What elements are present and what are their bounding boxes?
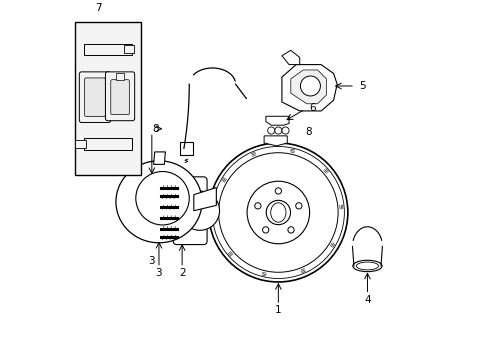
Circle shape [158, 226, 163, 231]
Text: 6: 6 [309, 103, 316, 113]
Text: 2: 2 [179, 268, 185, 278]
Bar [75, 22, 141, 175]
Circle shape [267, 127, 274, 134]
Circle shape [158, 215, 163, 221]
Circle shape [158, 194, 163, 199]
Circle shape [158, 204, 163, 210]
FancyBboxPatch shape [173, 177, 206, 244]
Polygon shape [265, 116, 288, 125]
Polygon shape [153, 152, 165, 165]
Ellipse shape [116, 161, 202, 243]
Circle shape [136, 171, 189, 225]
Text: 3: 3 [155, 268, 162, 278]
Circle shape [158, 185, 163, 190]
Circle shape [180, 191, 219, 230]
Text: 3: 3 [148, 256, 155, 266]
Circle shape [158, 235, 163, 240]
FancyBboxPatch shape [84, 44, 132, 55]
Circle shape [282, 127, 288, 134]
Circle shape [274, 127, 282, 134]
Polygon shape [264, 136, 286, 146]
Polygon shape [282, 64, 336, 111]
Polygon shape [282, 50, 299, 64]
Text: 8: 8 [305, 127, 311, 137]
FancyBboxPatch shape [116, 73, 124, 80]
Polygon shape [193, 188, 216, 211]
Text: 8: 8 [152, 124, 159, 134]
FancyBboxPatch shape [84, 138, 132, 150]
Text: 1: 1 [274, 306, 281, 315]
FancyBboxPatch shape [123, 45, 134, 53]
Text: 4: 4 [364, 295, 370, 305]
FancyBboxPatch shape [84, 78, 105, 116]
FancyBboxPatch shape [79, 72, 110, 122]
Circle shape [300, 76, 320, 96]
Polygon shape [290, 70, 326, 104]
Text: 5: 5 [359, 81, 366, 91]
Ellipse shape [352, 260, 381, 272]
Circle shape [265, 200, 290, 225]
FancyBboxPatch shape [75, 140, 86, 148]
FancyBboxPatch shape [105, 72, 134, 121]
FancyBboxPatch shape [111, 80, 129, 114]
FancyBboxPatch shape [180, 142, 192, 155]
Text: 7: 7 [95, 3, 102, 13]
